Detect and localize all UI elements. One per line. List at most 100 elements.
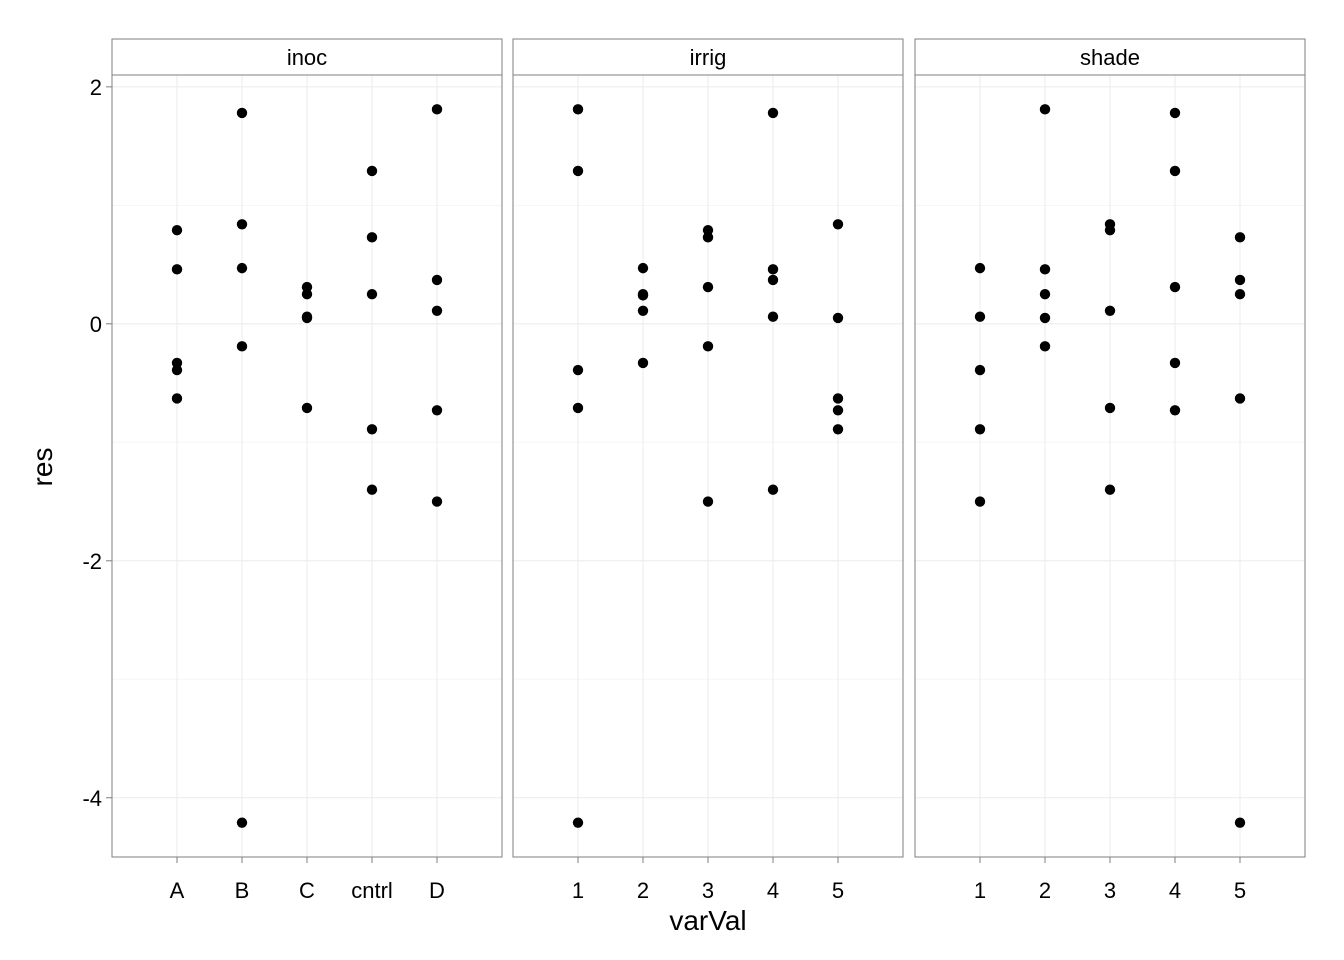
x-tick-label: 2 (637, 878, 649, 903)
x-tick-label: D (429, 878, 445, 903)
facet-strip (914, 38, 1306, 76)
data-point (767, 274, 779, 286)
data-point (974, 311, 986, 322)
data-point (767, 107, 779, 119)
data-point (171, 357, 183, 369)
data-point (1169, 405, 1181, 416)
data-point (301, 312, 313, 324)
facet-strip (111, 38, 503, 76)
data-point (431, 405, 443, 416)
data-point (236, 262, 248, 274)
x-tick-label: 5 (832, 878, 844, 903)
data-point (1234, 274, 1246, 286)
x-tick-label: 5 (1234, 878, 1246, 903)
data-point (767, 264, 779, 275)
x-axis-title: varVal (669, 905, 746, 936)
x-tick-label: 4 (1169, 878, 1181, 903)
data-point (1169, 107, 1181, 119)
facet-strip (512, 38, 904, 76)
data-point (431, 104, 443, 115)
data-point (301, 288, 313, 300)
data-point (1104, 305, 1116, 316)
data-point (832, 393, 844, 404)
data-point (637, 305, 649, 316)
data-point (1104, 484, 1116, 495)
data-point (832, 219, 844, 230)
y-axis-title: res (27, 448, 58, 487)
facet-strip-label: inoc (287, 45, 327, 70)
x-tick-label: 2 (1039, 878, 1051, 903)
data-point (171, 393, 183, 404)
data-point (1039, 264, 1051, 275)
data-point (236, 341, 248, 352)
data-point (1104, 402, 1116, 414)
data-point (572, 104, 584, 115)
data-point (702, 281, 714, 293)
y-tick-label: -2 (82, 549, 102, 574)
data-point (1234, 393, 1246, 404)
x-tick-label: 3 (702, 878, 714, 903)
y-axis: -4 -2 0 2 (82, 75, 112, 811)
data-point (1169, 165, 1181, 177)
data-point (171, 364, 183, 376)
data-point (637, 262, 649, 274)
data-point (767, 311, 779, 322)
data-point (1234, 817, 1246, 828)
data-point (572, 364, 584, 376)
data-point (236, 107, 248, 119)
data-point (1039, 288, 1051, 300)
data-point (974, 424, 986, 435)
facet-panel-shade: shade 1 2 3 4 5 (914, 38, 1306, 903)
data-point (832, 312, 844, 324)
data-point (1234, 232, 1246, 243)
x-tick-label: 1 (572, 878, 584, 903)
data-point (637, 357, 649, 369)
data-point (366, 165, 378, 177)
y-tick-label: -4 (82, 786, 102, 811)
facet-panel-irrig: irrig 1 2 3 4 5 (512, 38, 904, 903)
facet-strip-label: irrig (690, 45, 727, 70)
data-point (171, 264, 183, 275)
x-tick-label: C (299, 878, 315, 903)
x-tick-label: cntrl (351, 878, 393, 903)
x-tick-label: 1 (974, 878, 986, 903)
data-point (431, 496, 443, 507)
data-point (702, 496, 714, 507)
data-point (1169, 357, 1181, 369)
data-point (431, 305, 443, 316)
data-point (974, 496, 986, 507)
x-tick-label: B (235, 878, 250, 903)
data-point (1104, 225, 1116, 236)
data-point (832, 424, 844, 435)
data-point (974, 364, 986, 376)
data-point (366, 484, 378, 495)
data-point (366, 232, 378, 243)
x-tick-label: 3 (1104, 878, 1116, 903)
data-point (702, 225, 714, 236)
data-point (702, 341, 714, 352)
data-point (637, 290, 649, 301)
data-point (572, 817, 584, 828)
data-point (171, 225, 183, 236)
facet-strip-label: shade (1080, 45, 1140, 70)
data-point (431, 274, 443, 286)
data-point (301, 402, 313, 414)
data-point (767, 484, 779, 495)
data-point (366, 288, 378, 300)
data-point (1039, 104, 1051, 115)
y-tick-label: 2 (90, 75, 102, 100)
data-point (1169, 281, 1181, 293)
x-tick-label: 4 (767, 878, 779, 903)
data-point (366, 424, 378, 435)
y-tick-label: 0 (90, 312, 102, 337)
data-point (572, 165, 584, 177)
x-tick-label: A (170, 878, 185, 903)
data-point (236, 219, 248, 230)
data-point (572, 402, 584, 414)
data-point (1234, 288, 1246, 300)
data-point (1039, 312, 1051, 324)
data-point (974, 262, 986, 274)
